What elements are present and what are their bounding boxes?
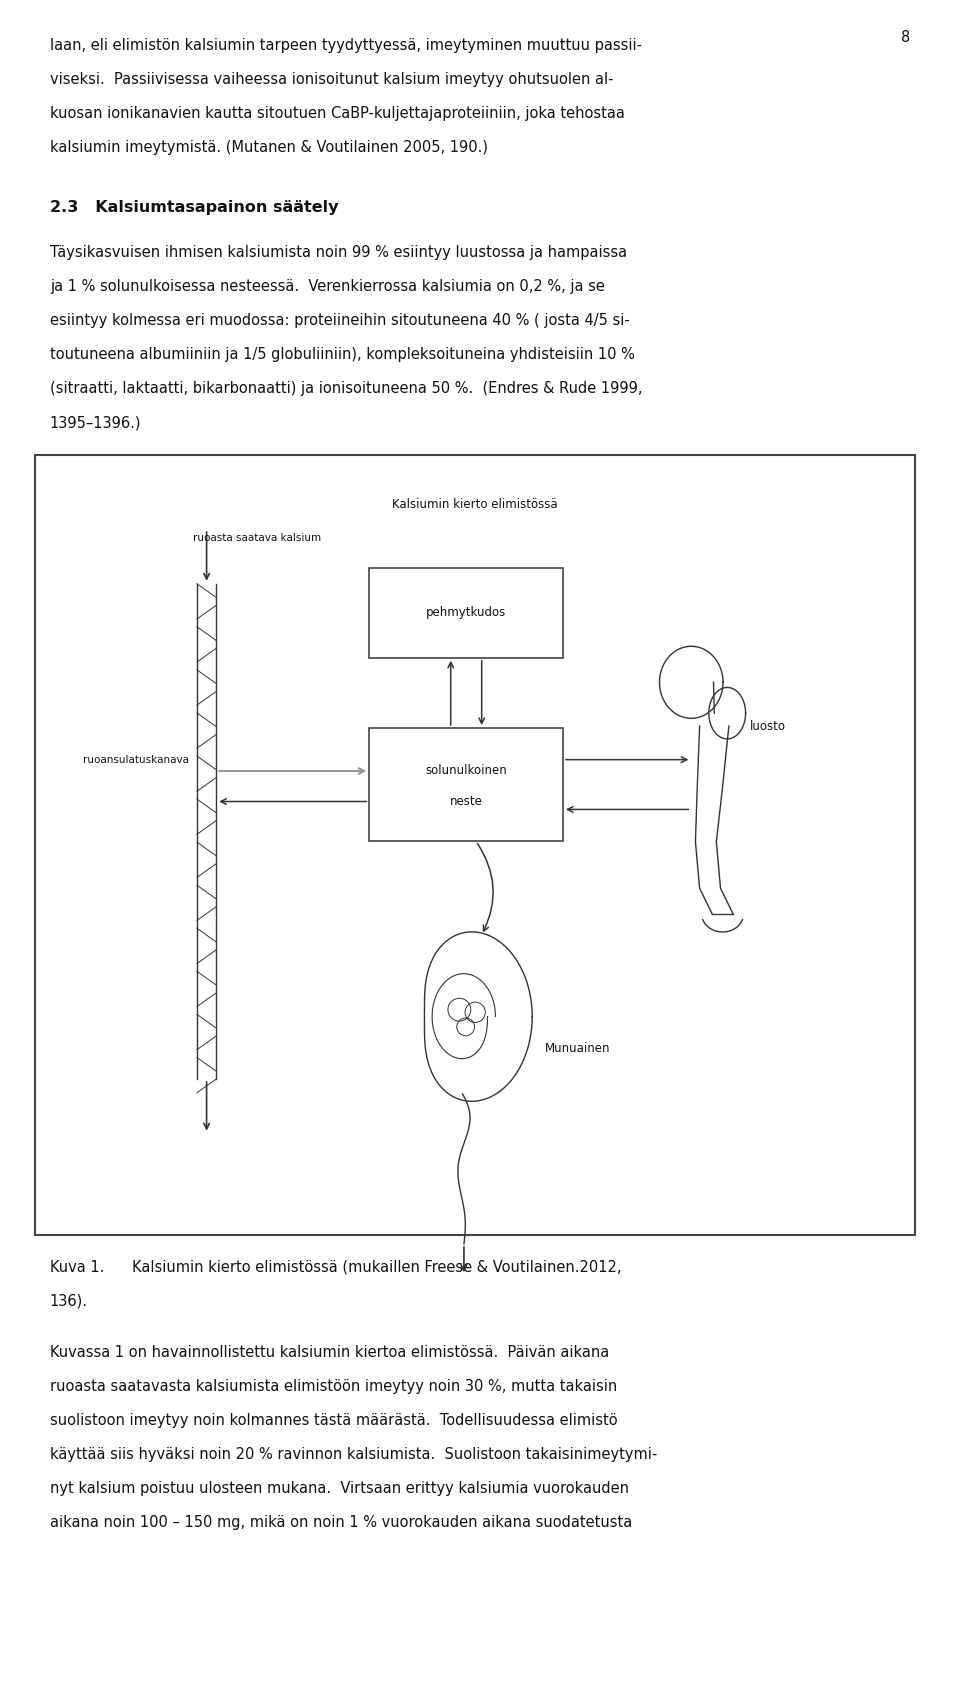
- Text: esiintyy kolmessa eri muodossa: proteiineihin sitoutuneena 40 % ( josta 4/5 si-: esiintyy kolmessa eri muodossa: proteiin…: [50, 314, 630, 327]
- Text: kuosan ionikanavien kautta sitoutuen CaBP-kuljettajaproteiiniin, joka tehostaa: kuosan ionikanavien kautta sitoutuen CaB…: [50, 106, 625, 121]
- Text: laan, eli elimistön kalsiumin tarpeen tyydyttyessä, imeytyminen muuttuu passii-: laan, eli elimistön kalsiumin tarpeen ty…: [50, 38, 642, 53]
- Text: 8: 8: [900, 31, 910, 44]
- Text: suolistoon imeytyy noin kolmannes tästä määrästä.  Todellisuudessa elimistö: suolistoon imeytyy noin kolmannes tästä …: [50, 1413, 617, 1429]
- Text: viseksi.  Passiivisessa vaiheessa ionisoitunut kalsium imeytyy ohutsuolen al-: viseksi. Passiivisessa vaiheessa ionisoi…: [50, 72, 613, 87]
- Bar: [370, 568, 563, 658]
- Text: luosto: luosto: [750, 720, 786, 733]
- Polygon shape: [424, 933, 532, 1101]
- Text: 136).: 136).: [50, 1294, 88, 1309]
- Text: neste: neste: [450, 795, 483, 808]
- Bar: [35, 455, 915, 1234]
- Text: 2.3   Kalsiumtasapainon säätely: 2.3 Kalsiumtasapainon säätely: [50, 199, 339, 215]
- Text: käyttää siis hyväksi noin 20 % ravinnon kalsiumista.  Suolistoon takaisinimeytym: käyttää siis hyväksi noin 20 % ravinnon …: [50, 1448, 658, 1461]
- Text: nyt kalsium poistuu ulosteen mukana.  Virtsaan erittyy kalsiumia vuorokauden: nyt kalsium poistuu ulosteen mukana. Vir…: [50, 1482, 629, 1495]
- Text: ruoasta saatava kalsium: ruoasta saatava kalsium: [193, 534, 321, 542]
- Text: ruoasta saatavasta kalsiumista elimistöön imeytyy noin 30 %, mutta takaisin: ruoasta saatavasta kalsiumista elimistöö…: [50, 1379, 617, 1395]
- Text: ja 1 % solunulkoisessa nesteessä.  Verenkierrossa kalsiumia on 0,2 %, ja se: ja 1 % solunulkoisessa nesteessä. Verenk…: [50, 280, 605, 293]
- Text: aikana noin 100 – 150 mg, mikä on noin 1 % vuorokauden aikana suodatetusta: aikana noin 100 – 150 mg, mikä on noin 1…: [50, 1516, 633, 1529]
- Text: toutuneena albumiiniin ja 1/5 globuliiniin), kompleksoituneina yhdisteisiin 10 %: toutuneena albumiiniin ja 1/5 globuliini…: [50, 348, 635, 361]
- Text: Kuva 1.      Kalsiumin kierto elimistössä (mukaillen Freese & Voutilainen.2012,: Kuva 1. Kalsiumin kierto elimistössä (mu…: [50, 1260, 621, 1275]
- Bar: [370, 728, 563, 841]
- Text: kalsiumin imeytymistä. (Mutanen & Voutilainen 2005, 190.): kalsiumin imeytymistä. (Mutanen & Voutil…: [50, 140, 488, 155]
- Text: Munuainen: Munuainen: [545, 1042, 611, 1055]
- Text: Kuvassa 1 on havainnollistettu kalsiumin kiertoa elimistössä.  Päivän aikana: Kuvassa 1 on havainnollistettu kalsiumin…: [50, 1345, 610, 1361]
- Text: (sitraatti, laktaatti, bikarbonaatti) ja ionisoituneena 50 %.  (Endres & Rude 19: (sitraatti, laktaatti, bikarbonaatti) ja…: [50, 380, 642, 396]
- Text: pehmytkudos: pehmytkudos: [426, 607, 506, 619]
- Text: 1395–1396.): 1395–1396.): [50, 414, 141, 430]
- Text: Kalsiumin kierto elimistössä: Kalsiumin kierto elimistössä: [393, 498, 558, 511]
- Text: solunulkoinen: solunulkoinen: [425, 764, 507, 777]
- Text: ruoansulatuskanava: ruoansulatuskanava: [84, 755, 189, 766]
- Text: Täysikasvuisen ihmisen kalsiumista noin 99 % esiintyy luustossa ja hampaissa: Täysikasvuisen ihmisen kalsiumista noin …: [50, 246, 627, 259]
